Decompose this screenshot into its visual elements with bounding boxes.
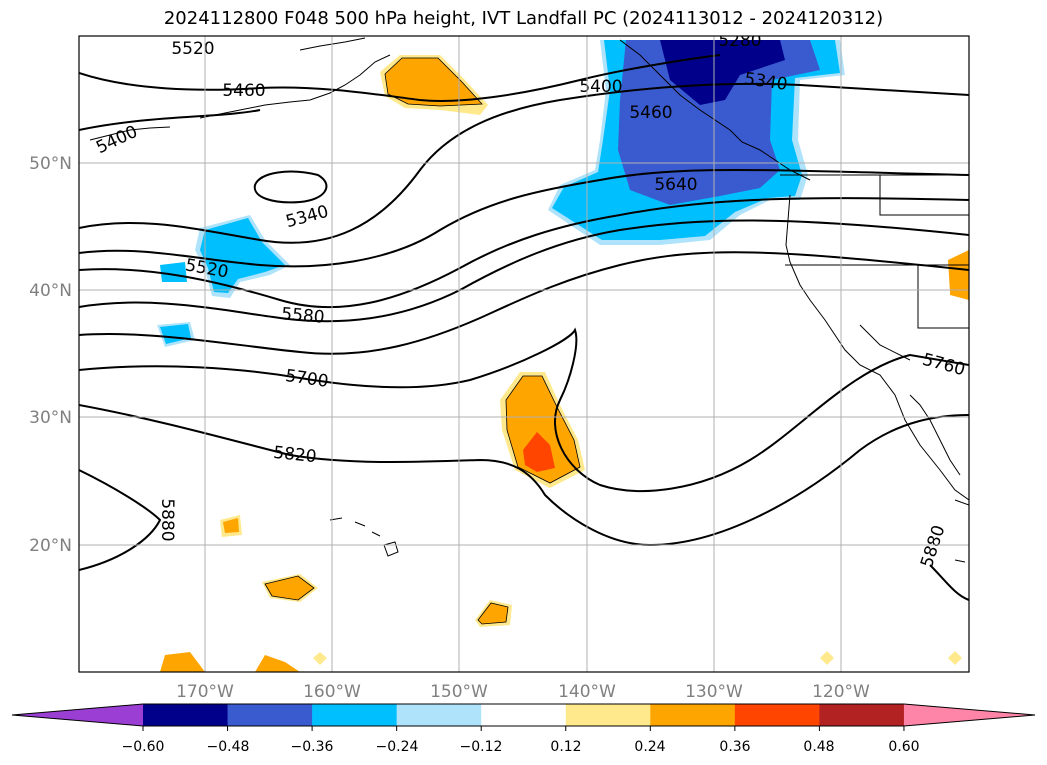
colorbar-segment bbox=[312, 704, 398, 726]
ivt-positive-shading bbox=[160, 55, 969, 672]
latitude-labels: 50°N 40°N 30°N 20°N bbox=[29, 154, 72, 556]
colorbar-tick-label: 0.36 bbox=[719, 739, 750, 755]
figure-title: 2024112800 F048 500 hPa height, IVT Land… bbox=[163, 8, 884, 29]
colorbar-tick-label: 0.12 bbox=[550, 739, 581, 755]
map-frame bbox=[78, 35, 970, 673]
lon-label-160w: 160°W bbox=[303, 682, 361, 702]
longitude-labels: 170°W 160°W 150°W 140°W 130°W 120°W bbox=[176, 682, 870, 702]
contour-label: 5400 bbox=[579, 77, 622, 97]
contour-label: 5460 bbox=[222, 81, 265, 101]
colorbar-extend-high bbox=[903, 704, 1035, 726]
lat-label-40n: 40°N bbox=[29, 281, 72, 301]
lon-label-120w: 120°W bbox=[812, 682, 870, 702]
colorbar-segment bbox=[481, 704, 567, 726]
lat-label-20n: 20°N bbox=[29, 536, 72, 556]
colorbar-tick-label: 0.24 bbox=[634, 739, 665, 755]
colorbar-segment bbox=[819, 704, 905, 726]
contour-label: 5580 bbox=[280, 304, 325, 328]
contour-label: 5520 bbox=[171, 39, 214, 59]
contour-label: 5640 bbox=[654, 175, 697, 195]
colorbar-segment bbox=[227, 704, 313, 726]
colorbar-tick-label: −0.12 bbox=[460, 739, 503, 755]
colorbar-segment bbox=[143, 704, 229, 726]
colorbar-tick-label: −0.60 bbox=[122, 739, 165, 755]
map-background bbox=[79, 36, 969, 672]
lon-label-140w: 140°W bbox=[558, 682, 616, 702]
colorbar-segment bbox=[396, 704, 482, 726]
contour-label: 5460 bbox=[629, 103, 672, 123]
colorbar-segment bbox=[565, 704, 651, 726]
contour-label: 5880 bbox=[157, 498, 177, 541]
lon-label-150w: 150°W bbox=[430, 682, 488, 702]
colorbar-tick-label: −0.24 bbox=[376, 739, 419, 755]
lon-label-130w: 130°W bbox=[685, 682, 743, 702]
colorbar-tick-label: 0.48 bbox=[803, 739, 834, 755]
colorbar-segment bbox=[650, 704, 736, 726]
colorbar-extend-low bbox=[12, 704, 143, 726]
lon-label-170w: 170°W bbox=[176, 682, 234, 702]
colorbar bbox=[11, 703, 1036, 731]
lat-label-50n: 50°N bbox=[29, 154, 72, 174]
height-contours bbox=[79, 54, 969, 601]
colorbar-tick-label: 0.60 bbox=[888, 739, 919, 755]
contour-label: 5280 bbox=[718, 31, 761, 51]
colorbar-tick-label: −0.36 bbox=[291, 739, 334, 755]
contour-label: 5820 bbox=[272, 443, 317, 467]
gridlines bbox=[79, 36, 969, 672]
colorbar-tick-label: −0.48 bbox=[207, 739, 250, 755]
lat-label-30n: 30°N bbox=[29, 408, 72, 428]
colorbar-segment bbox=[734, 704, 820, 726]
colorbar-tick-labels: −0.60 −0.48 −0.36 −0.24 −0.12 0.12 0.24 … bbox=[122, 739, 920, 755]
